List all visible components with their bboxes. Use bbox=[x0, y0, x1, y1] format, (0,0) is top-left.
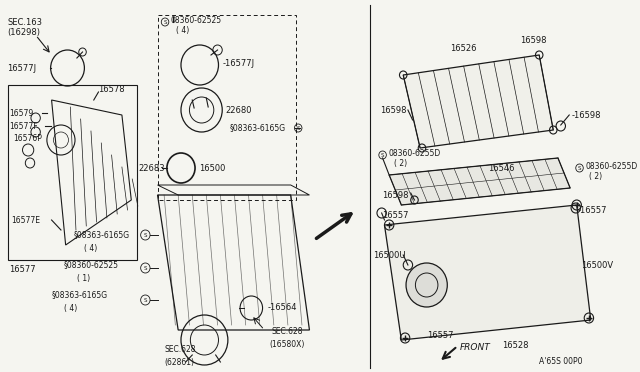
Text: 16598: 16598 bbox=[381, 190, 408, 199]
Text: 16528: 16528 bbox=[502, 340, 528, 350]
Text: ( 4): ( 4) bbox=[176, 26, 189, 35]
Text: 16546: 16546 bbox=[488, 164, 514, 173]
Text: ( 2): ( 2) bbox=[589, 171, 602, 180]
Text: S: S bbox=[381, 153, 385, 157]
Text: S: S bbox=[163, 19, 167, 25]
Text: 22680: 22680 bbox=[225, 106, 252, 115]
Polygon shape bbox=[403, 55, 553, 148]
Circle shape bbox=[406, 263, 447, 307]
Text: 16577E: 16577E bbox=[12, 215, 40, 224]
Text: SEC.628: SEC.628 bbox=[164, 346, 196, 355]
Text: ( 1): ( 1) bbox=[77, 273, 90, 282]
Text: S: S bbox=[143, 298, 147, 302]
Text: S: S bbox=[578, 166, 581, 170]
Text: 16576P: 16576P bbox=[13, 134, 42, 142]
Text: SEC.628: SEC.628 bbox=[272, 327, 303, 337]
Text: §08360-62525: §08360-62525 bbox=[64, 260, 119, 269]
Text: SEC.163: SEC.163 bbox=[8, 17, 42, 26]
Text: S: S bbox=[143, 232, 147, 237]
Polygon shape bbox=[385, 205, 591, 340]
Text: 16500U: 16500U bbox=[373, 250, 406, 260]
Text: 16557: 16557 bbox=[381, 211, 408, 219]
Text: A'65S 00P0: A'65S 00P0 bbox=[539, 357, 582, 366]
Text: 08360-62525: 08360-62525 bbox=[171, 16, 222, 25]
Text: 16500: 16500 bbox=[199, 164, 225, 173]
Text: 16578: 16578 bbox=[99, 84, 125, 93]
Text: 22683: 22683 bbox=[139, 164, 165, 173]
Text: 08360-6255D: 08360-6255D bbox=[388, 148, 440, 157]
Bar bbox=[8, 85, 137, 260]
Text: -16577J: -16577J bbox=[222, 58, 254, 67]
Text: S: S bbox=[143, 266, 147, 270]
Text: 16579: 16579 bbox=[10, 109, 34, 118]
Text: -16557: -16557 bbox=[578, 205, 607, 215]
Text: (62861): (62861) bbox=[164, 357, 194, 366]
Text: 16598: 16598 bbox=[520, 35, 547, 45]
Text: ( 4): ( 4) bbox=[84, 244, 98, 253]
Text: 16557: 16557 bbox=[427, 330, 453, 340]
Bar bbox=[157, 15, 296, 200]
Text: 08360-6255D: 08360-6255D bbox=[585, 161, 637, 170]
Text: 16577F: 16577F bbox=[10, 122, 38, 131]
Text: (16580X): (16580X) bbox=[269, 340, 305, 350]
Text: S: S bbox=[296, 125, 300, 131]
Text: §08363-6165G: §08363-6165G bbox=[73, 231, 129, 240]
Text: 16577J: 16577J bbox=[8, 64, 36, 73]
Text: FRONT: FRONT bbox=[460, 343, 490, 353]
Text: 16526: 16526 bbox=[450, 44, 477, 52]
Text: (16298): (16298) bbox=[8, 28, 40, 36]
Polygon shape bbox=[389, 158, 570, 205]
Text: §08363-6165G: §08363-6165G bbox=[52, 291, 108, 299]
Text: ( 4): ( 4) bbox=[64, 304, 77, 312]
Text: -16598: -16598 bbox=[572, 110, 602, 119]
Text: 16577: 16577 bbox=[10, 266, 36, 275]
Text: -16564: -16564 bbox=[268, 304, 297, 312]
Text: ( 2): ( 2) bbox=[394, 158, 407, 167]
Text: 16500V: 16500V bbox=[581, 260, 614, 269]
Text: 16598: 16598 bbox=[380, 106, 406, 115]
Text: §08363-6165G: §08363-6165G bbox=[230, 124, 286, 132]
